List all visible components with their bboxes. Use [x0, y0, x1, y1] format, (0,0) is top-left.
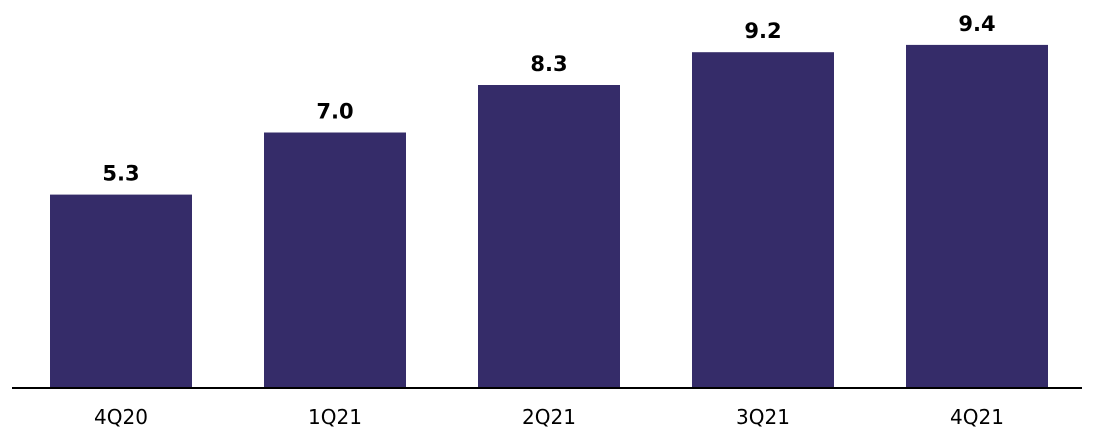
bar-4Q21	[906, 44, 1048, 389]
category-label-3Q21: 3Q21	[736, 405, 790, 429]
value-label-1Q21: 7.0	[316, 100, 353, 124]
value-label-4Q21: 9.4	[958, 12, 995, 36]
bar-3Q21	[692, 52, 834, 388]
bars-layer	[50, 44, 1048, 389]
category-label-4Q20: 4Q20	[94, 405, 148, 429]
value-label-3Q21: 9.2	[744, 19, 781, 43]
category-labels-layer: 4Q20 1Q21 2Q21 3Q21 4Q21	[94, 405, 1004, 429]
bar-2Q21	[478, 85, 620, 388]
category-label-1Q21: 1Q21	[308, 405, 362, 429]
category-label-2Q21: 2Q21	[522, 405, 576, 429]
category-label-4Q21: 4Q21	[950, 405, 1004, 429]
bar-1Q21	[264, 132, 406, 388]
value-labels-layer: 5.3 7.0 8.3 9.2 9.4	[102, 12, 995, 186]
bar-4Q20	[50, 194, 192, 388]
value-label-2Q21: 8.3	[530, 52, 567, 76]
value-label-4Q20: 5.3	[102, 162, 139, 186]
